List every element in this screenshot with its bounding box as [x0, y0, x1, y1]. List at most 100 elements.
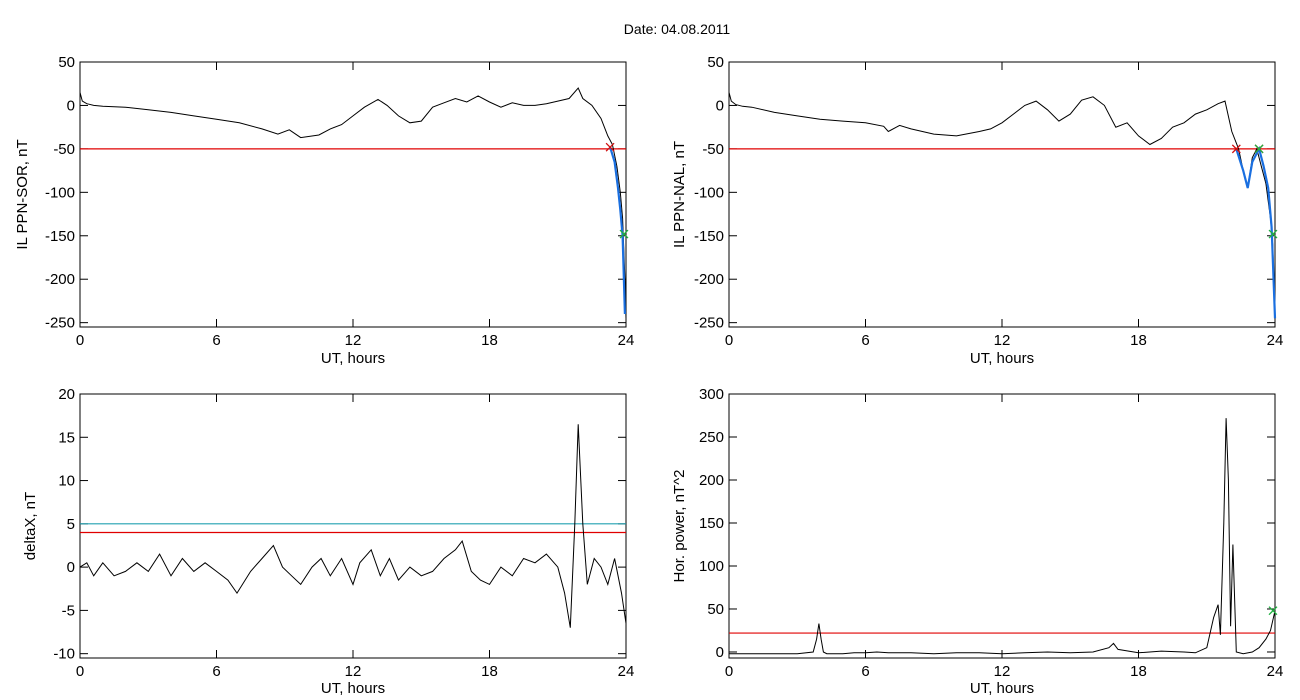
- y-axis-label: IL PPN-NAL, nT: [671, 141, 688, 248]
- y-axis-label: deltaX, nT: [22, 492, 39, 560]
- y-tick-labels: 50 0 -50 -100 -150 -200 -250: [694, 54, 724, 332]
- y-tick-label: -150: [694, 228, 724, 245]
- x-tick-labels: 0 6 12 18 24: [76, 663, 635, 680]
- x-tick-label: 18: [1130, 332, 1147, 349]
- y-tick-label: 0: [716, 644, 724, 661]
- y-tick-label: -250: [45, 315, 75, 332]
- tick-marks: [79, 393, 627, 658]
- y-axis-label: Hor. power, nT^2: [671, 470, 688, 583]
- y-tick-label: -200: [694, 271, 724, 288]
- marker-red: [605, 142, 615, 152]
- data-series: [729, 418, 1276, 655]
- event-markers: [605, 142, 629, 239]
- marker-green: [1254, 144, 1264, 154]
- x-tick-label: 0: [725, 663, 733, 680]
- y-tick-label: 0: [716, 97, 724, 114]
- highlight-series: [609, 146, 626, 315]
- y-tick-label: -200: [45, 271, 75, 288]
- x-tick-label: 12: [345, 663, 362, 680]
- x-tick-label: 6: [861, 332, 869, 349]
- x-tick-label: 6: [212, 663, 220, 680]
- y-tick-label: 50: [707, 601, 724, 618]
- chart-panel-top-right: 50 0 -50 -100 -150 -200 -250 0 6 12 18 24 UT, hour…: [671, 54, 1283, 367]
- event-markers: [1268, 606, 1278, 616]
- chart-panel-bottom-left: 20 15 10 5 0 -5 -10 0 6 12 18 24 UT, hours deltaX,…: [22, 386, 634, 697]
- plot-frame: [728, 393, 1276, 659]
- y-tick-label: 50: [58, 54, 75, 71]
- y-tick-label: -5: [62, 602, 75, 619]
- y-tick-label: 15: [58, 429, 75, 446]
- tick-marks: [79, 61, 627, 327]
- x-tick-label: 18: [1130, 663, 1147, 680]
- series-line: [729, 418, 1276, 655]
- plot-frame: [79, 61, 627, 328]
- highlight-line: [609, 146, 626, 315]
- y-tick-label: -100: [694, 184, 724, 201]
- x-tick-labels: 0 6 12 18 24: [76, 332, 635, 349]
- series-line: [79, 424, 627, 628]
- x-tick-label: 6: [861, 663, 869, 680]
- marker-red: [1231, 144, 1241, 154]
- event-markers: [1231, 144, 1278, 239]
- y-tick-labels: 50 0 -50 -100 -150 -200 -250: [45, 54, 75, 332]
- x-tick-label: 24: [1267, 663, 1284, 680]
- y-tick-label: 200: [699, 472, 724, 489]
- x-tick-label: 12: [345, 332, 362, 349]
- x-tick-label: 24: [1267, 332, 1284, 349]
- y-tick-label: -10: [53, 646, 75, 663]
- x-axis-label: UT, hours: [970, 680, 1034, 697]
- tick-marks: [728, 393, 1276, 658]
- y-tick-label: 50: [707, 54, 724, 71]
- figure-title: Date: 04.08.2011: [624, 21, 731, 37]
- y-tick-label: -50: [53, 141, 75, 158]
- x-tick-label: 18: [481, 663, 498, 680]
- x-tick-label: 0: [76, 332, 84, 349]
- y-tick-label: -50: [702, 141, 724, 158]
- y-axis-label: IL PPN-SOR, nT: [14, 139, 31, 249]
- chart-panel-top-left: 50 0 -50 -100 -150 -200 -250 0 6 12 18 24 UT, hour…: [14, 54, 634, 367]
- x-tick-labels: 0 6 12 18 24: [725, 332, 1284, 349]
- x-axis-label: UT, hours: [321, 680, 385, 697]
- marker-green: [619, 229, 629, 239]
- marker-green: [1268, 606, 1278, 616]
- y-tick-label: 5: [67, 516, 75, 533]
- y-tick-label: 250: [699, 429, 724, 446]
- y-tick-label: -150: [45, 228, 75, 245]
- x-tick-label: 12: [994, 332, 1011, 349]
- x-tick-label: 0: [76, 663, 84, 680]
- y-tick-label: 0: [67, 97, 75, 114]
- x-tick-label: 24: [618, 663, 635, 680]
- y-tick-labels: 20 15 10 5 0 -5 -10: [53, 386, 75, 663]
- series-line: [728, 92, 1276, 319]
- y-tick-label: 0: [67, 559, 75, 576]
- y-tick-label: -100: [45, 184, 75, 201]
- y-tick-label: 20: [58, 386, 75, 403]
- x-tick-label: 12: [994, 663, 1011, 680]
- chart-panel-bottom-right: 300 250 200 150 100 50 0 0 6 12 18 24 UT, hours Ho…: [671, 386, 1283, 697]
- series-line: [79, 87, 627, 319]
- threshold-lines: [80, 523, 626, 534]
- y-tick-label: 10: [58, 473, 75, 490]
- x-tick-label: 6: [212, 332, 220, 349]
- marker-green: [1268, 229, 1278, 239]
- data-series: [728, 92, 1276, 319]
- data-series: [79, 87, 627, 319]
- y-tick-label: 100: [699, 558, 724, 575]
- y-tick-label: -250: [694, 315, 724, 332]
- y-tick-label: 300: [699, 386, 724, 403]
- y-tick-label: 150: [699, 515, 724, 532]
- plot-frame: [79, 393, 627, 659]
- x-tick-label: 0: [725, 332, 733, 349]
- x-tick-label: 18: [481, 332, 498, 349]
- highlight-line: [1235, 145, 1277, 319]
- tick-marks: [728, 61, 1276, 327]
- plot-frame: [728, 61, 1276, 328]
- x-tick-label: 24: [618, 332, 635, 349]
- y-tick-labels: 300 250 200 150 100 50 0: [699, 386, 724, 661]
- data-series: [79, 424, 627, 628]
- highlight-series: [1235, 145, 1277, 319]
- x-tick-labels: 0 6 12 18 24: [725, 663, 1284, 680]
- x-axis-label: UT, hours: [321, 350, 385, 367]
- x-axis-label: UT, hours: [970, 350, 1034, 367]
